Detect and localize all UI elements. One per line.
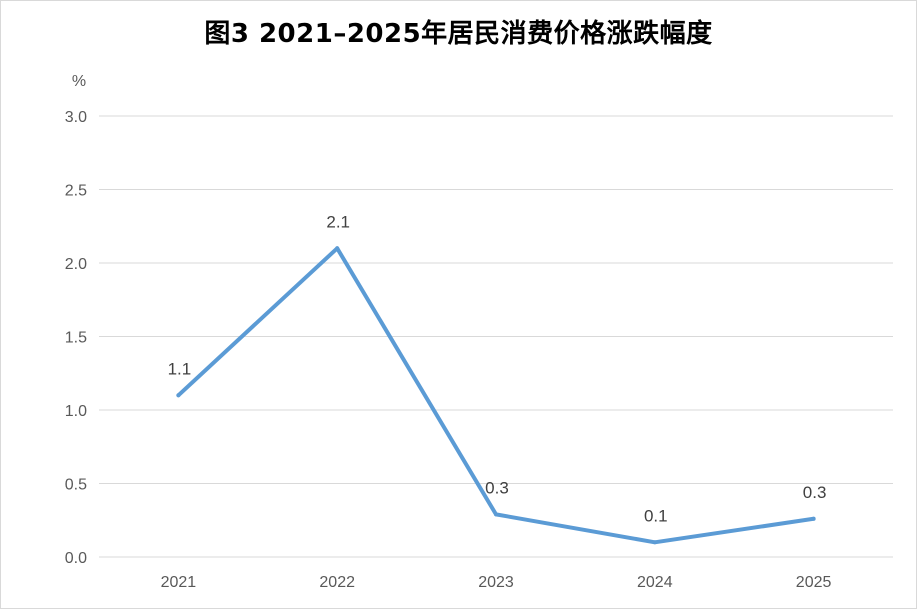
data-label: 0.3 [485, 478, 509, 497]
series-line [176, 246, 816, 545]
x-tick-label: 2025 [796, 574, 832, 591]
data-point [494, 512, 498, 517]
chart-title: 图3 2021–2025年居民消费价格涨跌幅度 [204, 19, 713, 49]
data-label: 0.1 [644, 506, 668, 525]
y-tick-label: 0.0 [65, 550, 87, 567]
y-axis-unit: % [72, 73, 86, 90]
x-tick-label: 2024 [637, 574, 673, 591]
y-tick-label: 3.0 [65, 109, 87, 126]
data-point [176, 393, 181, 398]
y-tick-label: 0.5 [65, 477, 87, 494]
x-tick-label: 2022 [319, 574, 355, 591]
y-tick-label: 1.0 [65, 403, 87, 420]
data-label: 2.1 [326, 212, 350, 231]
data-point [652, 540, 657, 545]
data-point [335, 246, 340, 251]
data-label: 1.1 [168, 359, 192, 378]
x-tick-label: 2023 [478, 574, 514, 591]
y-tick-label: 2.0 [65, 256, 87, 273]
y-tick-label: 2.5 [65, 183, 87, 200]
y-tick-label: 1.5 [65, 330, 87, 347]
x-tick-label: 2021 [161, 574, 197, 591]
data-point [811, 516, 816, 521]
data-label: 0.3 [803, 483, 827, 502]
